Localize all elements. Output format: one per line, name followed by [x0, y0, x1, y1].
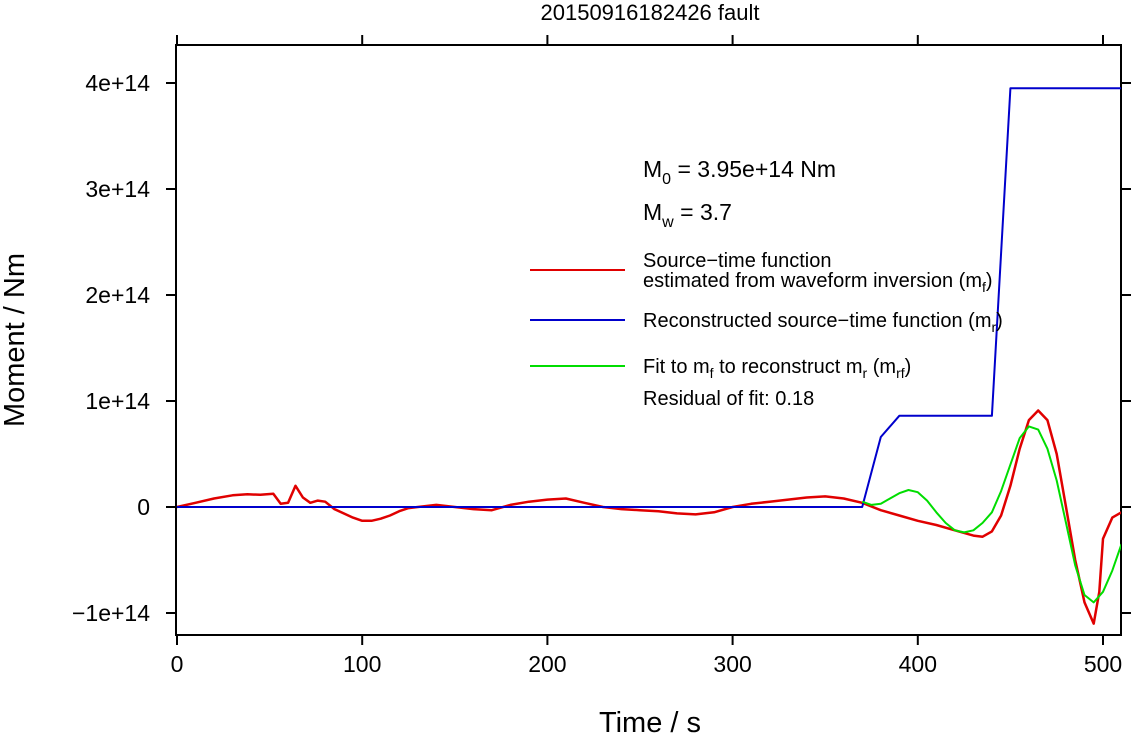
y-tick-label: 0 [137, 494, 150, 520]
legend-mr-text: Reconstructed source−time function (m [643, 310, 992, 332]
y-axis: −1e+14 0 1e+14 2e+14 3e+14 4e+14 [72, 70, 1131, 626]
y-tick-label: 4e+14 [85, 70, 150, 96]
legend-label-mr: Reconstructed source−time function (mr) [643, 310, 1003, 335]
legend-mrf-text-a: Fit to m [643, 356, 710, 378]
legend-mr-tail: ) [996, 310, 1003, 332]
m0-annotation: M0 = 3.95e+14 Nm [643, 156, 836, 188]
y-axis-label: Moment / Nm [0, 253, 31, 427]
legend-mrf-text-c: (m [867, 356, 896, 378]
x-tick-label: 400 [899, 651, 937, 677]
y-tick-label: 3e+14 [85, 176, 150, 202]
m0-main: M [643, 156, 662, 182]
x-axis: 0 100 200 300 400 500 [171, 35, 1122, 677]
legend-mrf-sub-b: r [863, 365, 868, 381]
x-tick-label: 0 [171, 651, 184, 677]
series-group [176, 87, 1121, 625]
series-line-mrf [861, 425, 1121, 604]
legend-mf-tail: ) [986, 270, 993, 292]
legend-label-mf-line1: Source−time function [643, 250, 831, 272]
y-tick-label: 1e+14 [85, 388, 150, 414]
legend-mrf-sub-c: rf [896, 365, 905, 381]
mw-main: M [643, 199, 662, 225]
mw-sub: w [661, 214, 674, 231]
legend-mr-sub: r [992, 319, 997, 335]
legend-label-mrf: Fit to mf to reconstruct mr (mrf) [643, 356, 911, 381]
plot-frame [175, 44, 1122, 636]
series-line-mf [176, 409, 1121, 625]
x-axis-label: Time / s [599, 707, 701, 736]
y-tick-label: 2e+14 [85, 282, 150, 308]
legend-mf-text: estimated from waveform inversion (m [643, 270, 982, 292]
legend: Source−time function estimated from wave… [530, 250, 1003, 410]
x-tick-label: 500 [1084, 651, 1122, 677]
m0-sub: 0 [662, 171, 671, 188]
x-tick-label: 300 [713, 651, 751, 677]
legend-label-mf-line2: estimated from waveform inversion (mf) [643, 270, 993, 295]
y-tick-label: −1e+14 [72, 600, 150, 626]
mw-rest: = 3.7 [674, 199, 732, 225]
legend-mrf-sub-a: f [710, 365, 714, 381]
legend-mrf-text-b: to reconstruct m [714, 356, 863, 378]
mw-annotation: Mw = 3.7 [643, 199, 732, 231]
m0-rest: = 3.95e+14 Nm [671, 156, 836, 182]
chart-title: 20150916182426 fault [541, 0, 760, 25]
series-line-mr [177, 87, 1121, 508]
residual-label: Residual of fit: 0.18 [643, 388, 814, 410]
x-tick-label: 200 [528, 651, 566, 677]
x-tick-label: 100 [343, 651, 381, 677]
legend-mf-sub: f [982, 279, 986, 295]
legend-mrf-tail: ) [905, 356, 912, 378]
